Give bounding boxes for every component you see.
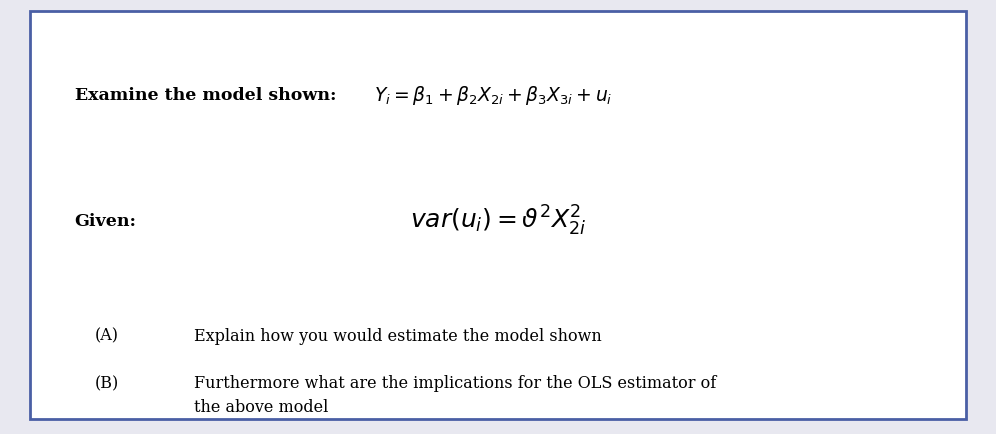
Text: $var(u_i) = \vartheta^2 X_{2i}^2$: $var(u_i) = \vartheta^2 X_{2i}^2$ [410,204,586,238]
Text: Furthermore what are the implications for the OLS estimator of
the above model: Furthermore what are the implications fo… [194,375,716,416]
Text: $Y_i = \beta_1 + \beta_2 X_{2i} + \beta_3 X_{3i} + u_i$: $Y_i = \beta_1 + \beta_2 X_{2i} + \beta_… [374,84,613,107]
Text: (B): (B) [95,375,119,392]
Text: (A): (A) [95,328,119,345]
Text: Explain how you would estimate the model shown: Explain how you would estimate the model… [194,328,602,345]
FancyBboxPatch shape [30,11,966,419]
Text: Given:: Given: [75,213,136,230]
Text: Examine the model shown:: Examine the model shown: [75,87,337,104]
